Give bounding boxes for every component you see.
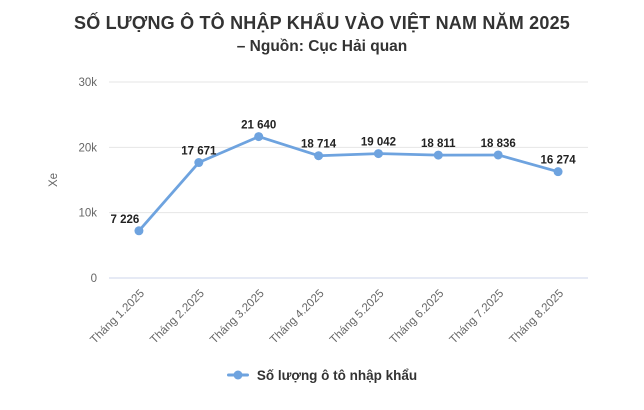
legend-label: Số lượng ô tô nhập khẩu xyxy=(256,367,418,383)
x-axis-tick-label: Tháng 5.2025 xyxy=(328,288,387,347)
legend-line-marker-icon xyxy=(226,370,249,380)
x-axis-tick-label: Tháng 3.2025 xyxy=(208,288,267,347)
data-point-marker[interactable] xyxy=(314,151,324,161)
data-point-label: 17 671 xyxy=(181,146,217,158)
x-axis-tick-label: Tháng 8.2025 xyxy=(508,288,567,347)
y-axis-tick-label: 10k xyxy=(78,208,97,220)
y-axis-tick-label: 0 xyxy=(91,273,97,285)
y-axis-title: Xe xyxy=(48,173,60,187)
data-point-label: 21 640 xyxy=(241,120,276,132)
series-line xyxy=(137,135,560,233)
data-point-label: 18 811 xyxy=(421,138,456,150)
data-point-marker[interactable] xyxy=(373,149,383,159)
legend-dot xyxy=(233,370,243,380)
chart-subtitle: – Nguồn: Cục Hải quan xyxy=(236,38,408,55)
data-point-label: 7 226 xyxy=(111,214,140,226)
x-axis-tick-label: Tháng 7.2025 xyxy=(448,288,507,347)
data-point-label: 19 042 xyxy=(361,137,396,149)
data-point-marker[interactable] xyxy=(254,132,264,142)
y-axis-tick-label: 20k xyxy=(78,142,97,154)
x-axis-tick-label: Tháng 2.2025 xyxy=(148,288,207,347)
data-point-marker[interactable] xyxy=(493,150,503,160)
data-point-label: 16 274 xyxy=(540,155,576,167)
data-point-marker[interactable] xyxy=(433,150,443,160)
y-axis-tick-label: 30k xyxy=(78,77,97,89)
data-point-label: 18 714 xyxy=(301,139,337,151)
data-point-label: 18 836 xyxy=(481,138,516,150)
x-axis-tick-label: Tháng 4.2025 xyxy=(268,288,327,347)
data-point-marker[interactable] xyxy=(553,167,563,177)
data-point-marker[interactable] xyxy=(194,158,204,168)
x-axis-tick-label: Tháng 1.2025 xyxy=(88,288,147,347)
data-point-marker[interactable] xyxy=(134,226,144,236)
chart-title: SỐ LƯỢNG Ô TÔ NHẬP KHẨU VÀO VIỆT NAM NĂM… xyxy=(73,13,570,33)
x-axis-tick-label: Tháng 6.2025 xyxy=(388,288,447,347)
legend-item[interactable]: Số lượng ô tô nhập khẩu xyxy=(0,366,644,384)
